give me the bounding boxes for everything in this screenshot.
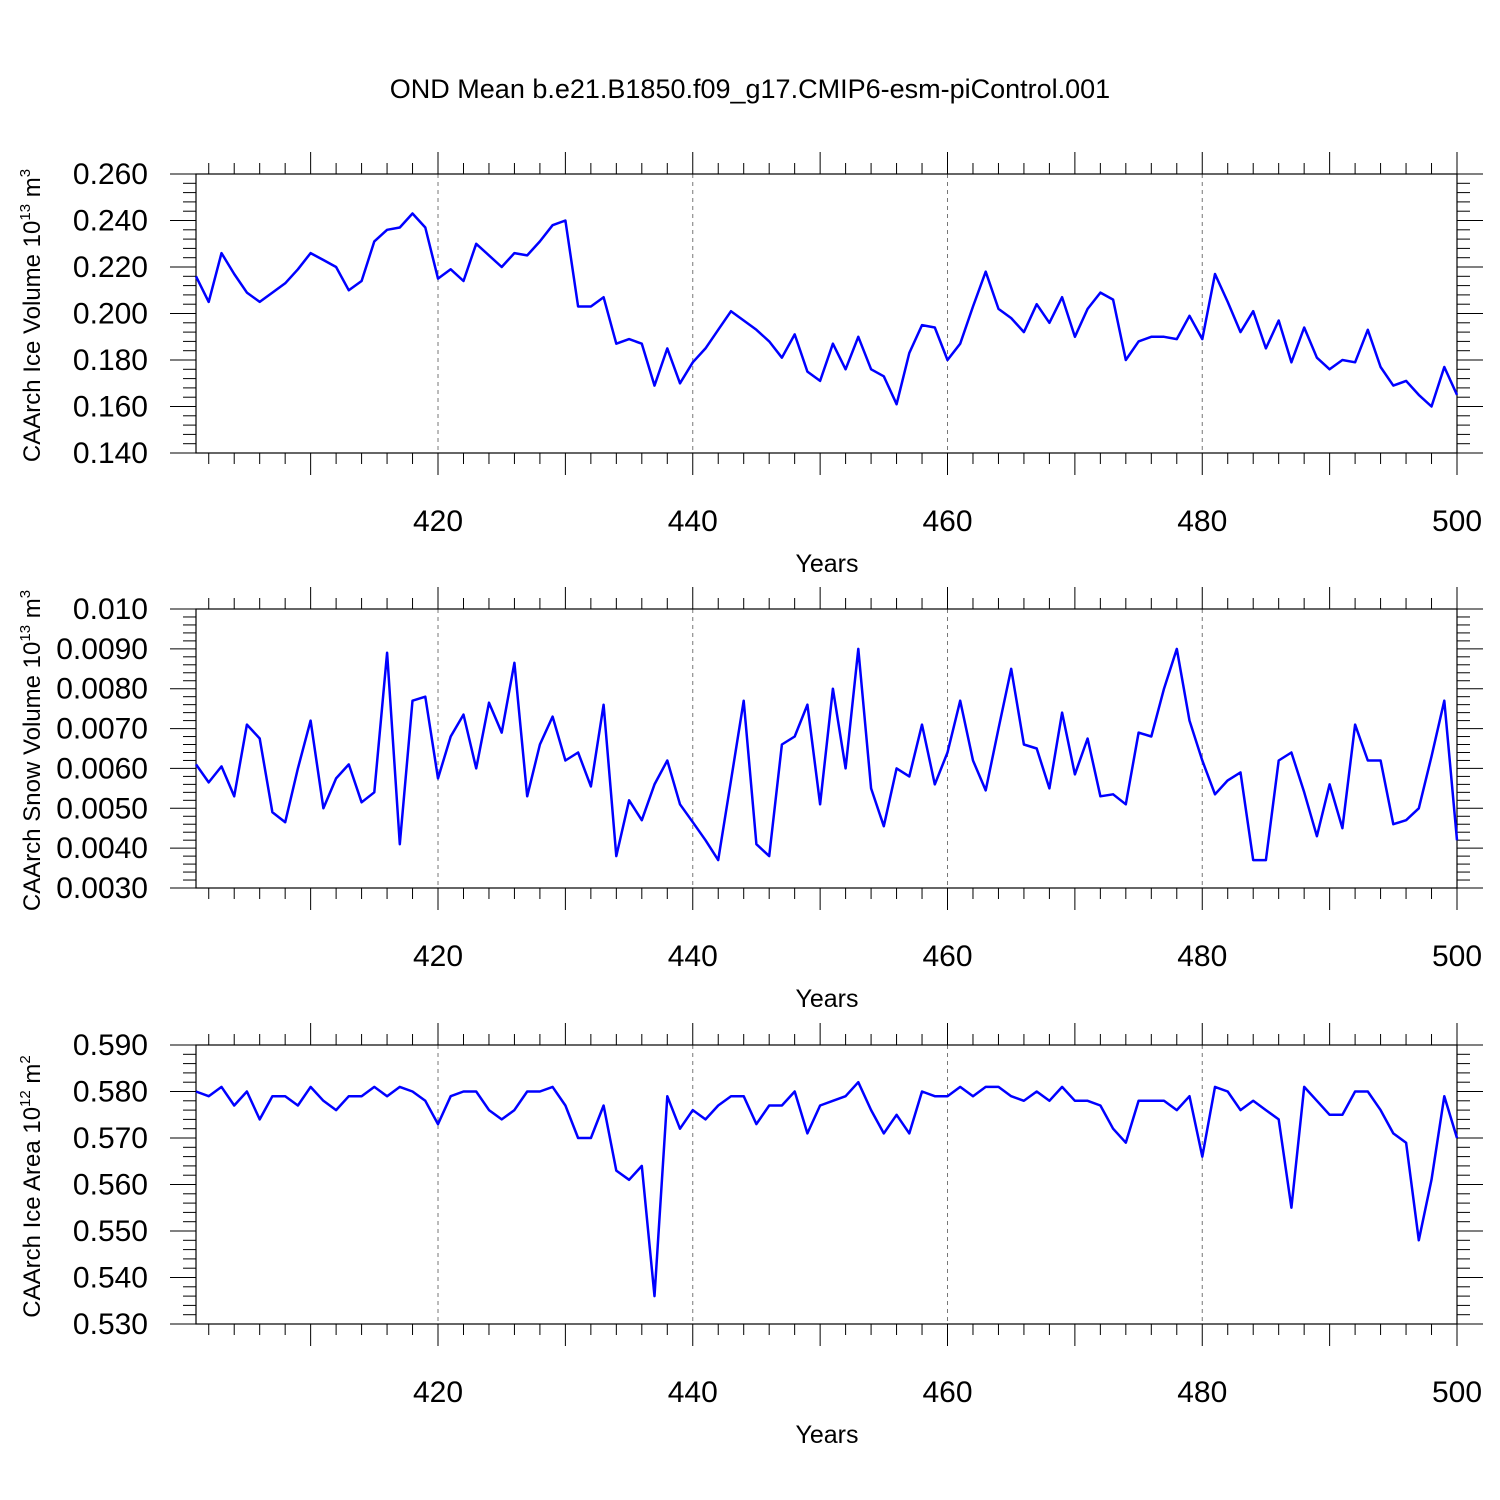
x-tick-label: 500 (1432, 940, 1482, 973)
plot-frame (195, 1044, 1458, 1325)
y-axis-label: CAArch Ice Area 1012 m2 (17, 1055, 46, 1317)
y-tick-label: 0.0050 (56, 792, 148, 825)
y-tick-label: 0.0040 (56, 832, 148, 865)
panel-ice-volume: 0.140 0.160 0.180 0.200 0.220 0.240 0.260 420 44… (17, 152, 1483, 578)
series-line (194, 212, 1459, 408)
y-tick-label: 0.590 (73, 1029, 148, 1062)
y-axis-label: CAArch Snow Volume 1013 m3 (17, 590, 46, 911)
x-tick-label: 480 (1177, 940, 1227, 973)
x-tick-label: 480 (1177, 1376, 1227, 1409)
x-tick-label: 480 (1177, 505, 1227, 538)
y-tick-label: 0.0080 (56, 673, 148, 706)
plot-frame (195, 173, 1458, 454)
y-tick-label: 0.240 (73, 205, 148, 238)
x-tick-label: 420 (413, 505, 463, 538)
y-tick-label: 0.0070 (56, 713, 148, 746)
y-tick-label: 0.580 (73, 1076, 148, 1109)
x-tick-label: 460 (922, 940, 972, 973)
plot-frame (195, 608, 1458, 889)
y-tick-label: 0.180 (73, 344, 148, 377)
x-tick-label: 460 (922, 1376, 972, 1409)
x-axis-label: Years (795, 550, 858, 578)
y-tick-label: 0.010 (73, 593, 148, 626)
y-tick-label: 0.560 (73, 1169, 148, 1202)
series-line (195, 1080, 1459, 1298)
y-tick-label: 0.0090 (56, 633, 148, 666)
y-tick-label: 0.0030 (56, 872, 148, 905)
x-axis-label: Years (795, 1421, 858, 1449)
series-line (194, 647, 1459, 862)
x-tick-label: 460 (922, 505, 972, 538)
x-tick-label: 440 (668, 1376, 718, 1409)
x-axis-label: Years (795, 985, 858, 1013)
x-tick-label: 500 (1432, 505, 1482, 538)
y-tick-label: 0.550 (73, 1215, 148, 1248)
y-tick-label: 0.530 (73, 1308, 148, 1341)
y-tick-label: 0.260 (73, 158, 148, 191)
y-tick-label: 0.540 (73, 1262, 148, 1295)
x-tick-label: 420 (413, 1376, 463, 1409)
x-tick-label: 500 (1432, 1376, 1482, 1409)
y-axis-label: CAArch Ice Volume 1013 m3 (17, 169, 46, 462)
figure-title: OND Mean b.e21.B1850.f09_g17.CMIP6-esm-p… (389, 74, 1111, 104)
y-tick-label: 0.220 (73, 251, 148, 284)
y-tick-label: 0.200 (73, 298, 148, 331)
x-tick-label: 420 (413, 940, 463, 973)
x-tick-label: 440 (668, 505, 718, 538)
x-tick-label: 440 (668, 940, 718, 973)
panel-snow-volume: 0.0030 0.0040 0.0050 0.0060 0.0070 0.0080 0.00… (17, 587, 1483, 1013)
panel-ice-area: 0.530 0.540 0.550 0.560 0.570 0.580 0.590 420 44… (17, 1023, 1483, 1449)
y-tick-label: 0.570 (73, 1122, 148, 1155)
y-tick-label: 0.160 (73, 391, 148, 424)
y-tick-label: 0.0060 (56, 752, 148, 785)
y-tick-label: 0.140 (73, 437, 148, 470)
